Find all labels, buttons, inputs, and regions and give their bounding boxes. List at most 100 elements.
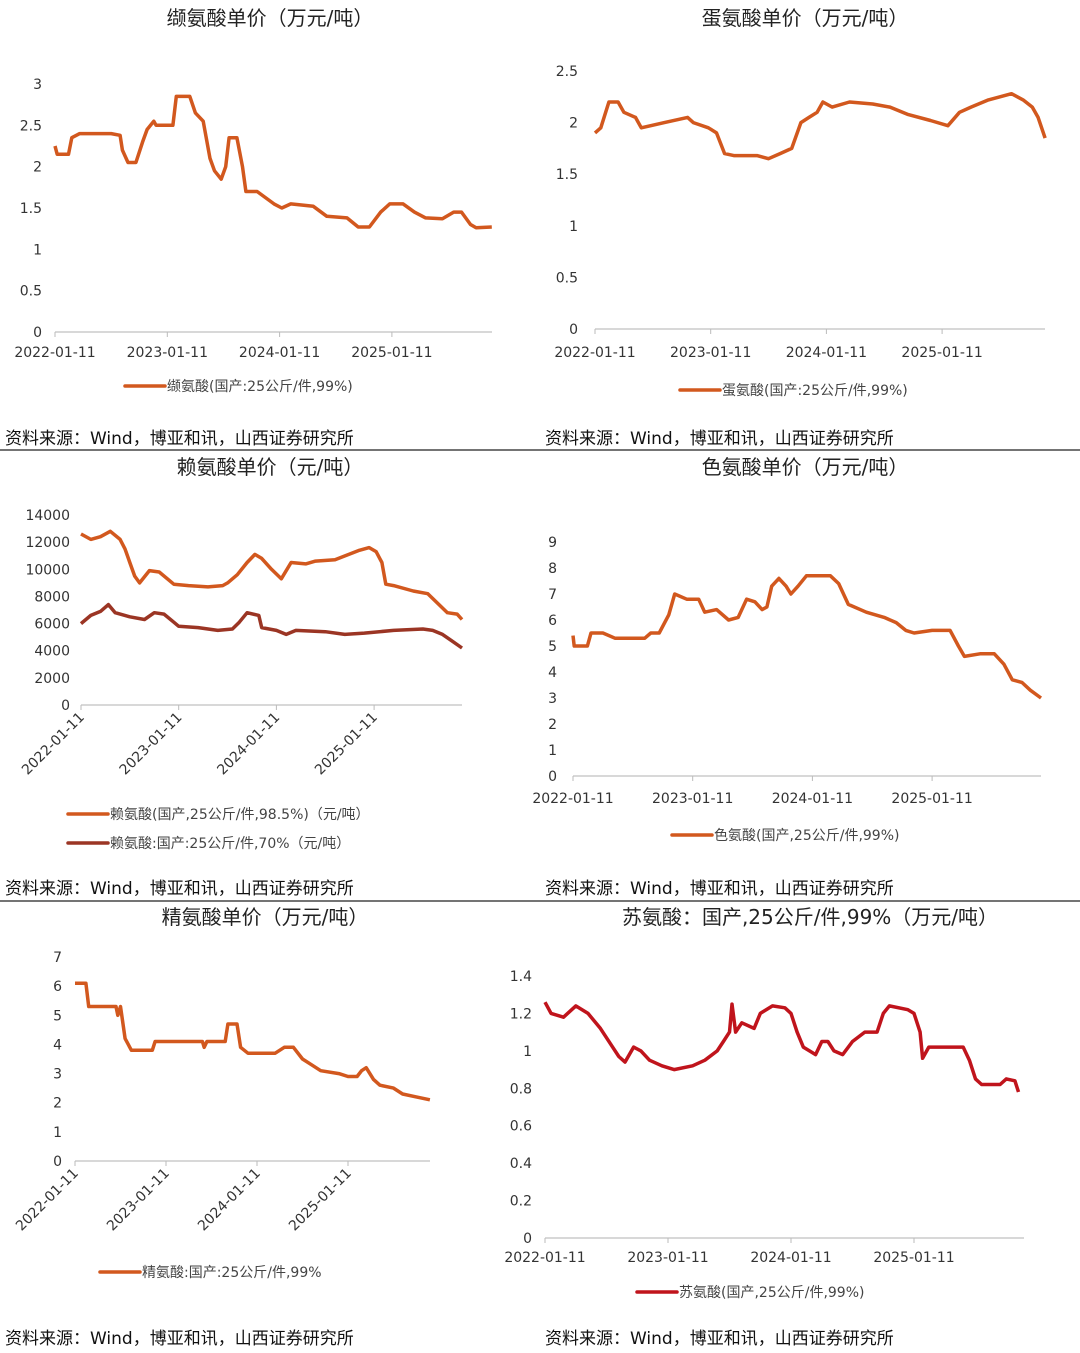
x-tick-label: 2025-01-11 [901, 345, 982, 361]
y-tick-label: 2 [33, 160, 42, 176]
series-line [80, 529, 464, 621]
y-tick-label: 4 [548, 665, 557, 681]
y-tick-label: 1 [53, 1125, 62, 1141]
source-note: 资料来源：Wind，博亚和讯，山西证券研究所 [5, 429, 354, 449]
y-tick-label: 0.5 [20, 284, 42, 300]
y-tick-label: 1.2 [510, 1006, 532, 1022]
y-tick-label: 1.5 [556, 167, 578, 183]
y-tick-label: 8000 [34, 589, 70, 605]
source-note: 资料来源：Wind，博亚和讯，山西证券研究所 [545, 1329, 894, 1349]
x-tick-label: 2022-01-11 [554, 345, 635, 361]
y-tick-label: 2 [53, 1096, 62, 1112]
y-tick-label: 0.4 [510, 1156, 532, 1172]
x-tick-label: 2023-01-11 [670, 345, 751, 361]
y-tick-label: 8 [548, 561, 557, 577]
y-tick-label: 1 [523, 1044, 532, 1060]
y-tick-label: 0 [548, 769, 557, 785]
x-tick-label: 2023-01-11 [117, 710, 186, 779]
y-tick-label: 9 [548, 535, 557, 551]
x-tick-label: 2022-01-11 [13, 1166, 82, 1235]
y-tick-label: 7 [53, 950, 62, 966]
y-tick-label: 3 [33, 77, 42, 93]
series-line [79, 602, 464, 650]
y-tick-label: 0.2 [510, 1194, 532, 1210]
y-tick-label: 1.5 [20, 201, 42, 217]
series-line [53, 94, 492, 230]
y-tick-label: 5 [53, 1008, 62, 1024]
y-tick-label: 0 [33, 325, 42, 341]
x-tick-label: 2022-01-11 [504, 1250, 585, 1266]
legend-label: 色氨酸(国产,25公斤/件,99%) [714, 827, 899, 844]
y-tick-label: 0 [61, 698, 70, 714]
chart-panel: 色氨酸单价（万元/吨） 0 1 2 3 4 5 6 7 8 9 2022-01-11 2023-01-1… [532, 455, 1043, 899]
y-tick-label: 0 [53, 1154, 62, 1170]
y-tick-label: 5 [548, 639, 557, 655]
x-tick-label: 2022-01-11 [19, 710, 88, 779]
legend-label: 缬氨酸(国产:25公斤/件,99%) [167, 379, 353, 395]
series-line [543, 1001, 1021, 1093]
chart-title: 赖氨酸单价（元/吨） [177, 455, 364, 479]
legend-label: 赖氨酸:国产:25公斤/件,70%（元/吨） [110, 836, 350, 852]
legend-label: 赖氨酸(国产,25公斤/件,98.5%)（元/吨） [110, 807, 370, 823]
chart-panel: 精氨酸单价（万元/吨） 0 1 2 3 4 5 6 7 2022-01-11 2023-01-11 2… [5, 905, 431, 1349]
chart-panel: 蛋氨酸单价（万元/吨） 0 0.5 1 1.5 2 2.5 2022-01-11 2023-01… [545, 6, 1047, 449]
x-tick-label: 2025-01-11 [873, 1250, 954, 1266]
y-tick-label: 14000 [25, 508, 70, 524]
chart-title: 苏氨酸：国产,25公斤/件,99%（万元/吨） [622, 905, 998, 929]
y-tick-label: 3 [548, 691, 557, 707]
x-tick-label: 2024-01-11 [786, 345, 867, 361]
x-tick-label: 2022-01-11 [532, 791, 613, 807]
y-tick-label: 6000 [34, 617, 70, 633]
x-tick-label: 2024-01-11 [195, 1166, 264, 1235]
y-tick-label: 0.5 [556, 270, 578, 286]
y-tick-label: 2 [548, 717, 557, 733]
y-tick-label: 1.4 [510, 969, 532, 985]
y-tick-label: 2.5 [20, 118, 42, 134]
y-tick-label: 2.5 [556, 64, 578, 80]
series-line [571, 574, 1043, 700]
chart-title: 色氨酸单价（万元/吨） [702, 455, 909, 479]
y-tick-label: 6 [548, 613, 557, 629]
source-note: 资料来源：Wind，博亚和讯，山西证券研究所 [5, 879, 354, 899]
y-tick-label: 4000 [34, 644, 70, 660]
y-tick-label: 1 [548, 743, 557, 759]
y-tick-label: 7 [548, 587, 557, 603]
chart-title: 缬氨酸单价（万元/吨） [167, 6, 374, 30]
y-tick-label: 0 [569, 322, 578, 338]
chart-title: 蛋氨酸单价（万元/吨） [702, 6, 909, 30]
series-line [593, 91, 1047, 161]
y-tick-label: 10000 [25, 562, 70, 578]
chart-panel: 缬氨酸单价（万元/吨） 0 0.5 1 1.5 2 2.5 3 2022-01-11 2023-0… [5, 6, 492, 449]
x-tick-label: 2024-01-11 [239, 345, 320, 361]
chart-panel: 赖氨酸单价（元/吨） 0 2000 4000 6000 8000 10000 12000 140… [5, 455, 464, 899]
x-tick-label: 2025-01-11 [312, 710, 381, 779]
y-tick-label: 3 [53, 1067, 62, 1083]
y-tick-label: 2000 [34, 671, 70, 687]
series-line [75, 981, 431, 1102]
y-tick-label: 1 [33, 242, 42, 258]
y-tick-label: 4 [53, 1037, 62, 1053]
source-note: 资料来源：Wind，博亚和讯，山西证券研究所 [5, 1329, 354, 1349]
y-tick-label: 12000 [25, 535, 70, 551]
x-tick-label: 2022-01-11 [14, 345, 95, 361]
legend-label: 精氨酸:国产:25公斤/件,99% [142, 1265, 322, 1281]
x-tick-label: 2024-01-11 [772, 791, 853, 807]
chart-title: 精氨酸单价（万元/吨） [162, 905, 369, 929]
source-note: 资料来源：Wind，博亚和讯，山西证券研究所 [545, 429, 894, 449]
legend-label: 苏氨酸(国产,25公斤/件,99%) [679, 1285, 864, 1301]
x-tick-label: 2025-01-11 [351, 345, 432, 361]
x-tick-label: 2023-01-11 [127, 345, 208, 361]
x-tick-label: 2024-01-11 [750, 1250, 831, 1266]
y-tick-label: 0.6 [510, 1119, 532, 1135]
legend-label: 蛋氨酸(国产:25公斤/件,99%) [722, 383, 908, 399]
y-tick-label: 0 [523, 1231, 532, 1247]
x-tick-label: 2023-01-11 [627, 1250, 708, 1266]
y-tick-label: 6 [53, 979, 62, 995]
x-tick-label: 2023-01-11 [104, 1166, 173, 1235]
x-tick-label: 2024-01-11 [214, 710, 283, 779]
x-tick-label: 2025-01-11 [891, 791, 972, 807]
x-tick-label: 2023-01-11 [652, 791, 733, 807]
y-tick-label: 0.8 [510, 1081, 532, 1097]
